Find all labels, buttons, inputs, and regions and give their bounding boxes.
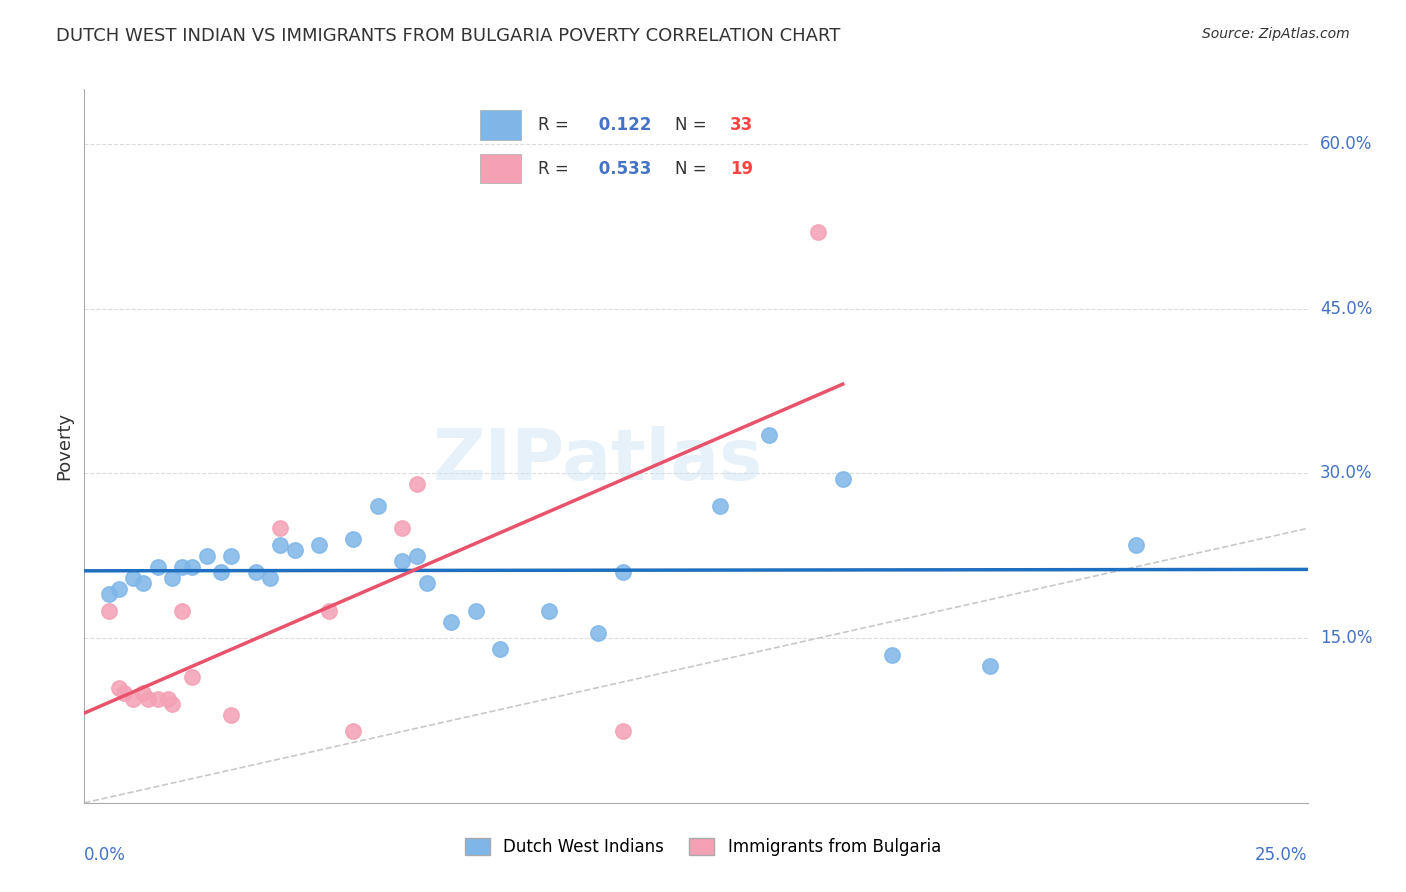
Point	[758, 428, 780, 442]
Point	[181, 669, 204, 683]
Point	[489, 642, 512, 657]
Point	[709, 500, 731, 514]
Point	[308, 538, 330, 552]
Point	[391, 521, 413, 535]
Text: 15.0%: 15.0%	[1320, 629, 1372, 647]
Point	[156, 691, 179, 706]
Point	[136, 691, 159, 706]
Point	[440, 615, 463, 629]
Text: 45.0%: 45.0%	[1320, 300, 1372, 318]
Point	[612, 566, 634, 580]
Point	[367, 500, 389, 514]
Point	[172, 559, 194, 574]
Point	[107, 681, 129, 695]
Point	[162, 697, 184, 711]
Point	[979, 658, 1001, 673]
Point	[269, 538, 291, 552]
Text: 25.0%: 25.0%	[1256, 846, 1308, 863]
Text: 0.0%: 0.0%	[84, 846, 127, 863]
Text: DUTCH WEST INDIAN VS IMMIGRANTS FROM BULGARIA POVERTY CORRELATION CHART: DUTCH WEST INDIAN VS IMMIGRANTS FROM BUL…	[56, 27, 841, 45]
Point	[112, 686, 135, 700]
Point	[318, 604, 340, 618]
Point	[807, 225, 830, 239]
Point	[132, 576, 155, 591]
Y-axis label: Poverty: Poverty	[55, 412, 73, 480]
Point	[406, 549, 429, 563]
Point	[122, 571, 145, 585]
Point	[162, 571, 184, 585]
Point	[181, 559, 204, 574]
Point	[831, 472, 853, 486]
Point	[219, 549, 242, 563]
Text: ZIPatlas: ZIPatlas	[433, 425, 763, 495]
Point	[107, 582, 129, 596]
Point	[259, 571, 281, 585]
Text: Source: ZipAtlas.com: Source: ZipAtlas.com	[1202, 27, 1350, 41]
Text: 30.0%: 30.0%	[1320, 465, 1372, 483]
Point	[132, 686, 155, 700]
Point	[342, 533, 364, 547]
Point	[538, 604, 561, 618]
Text: 60.0%: 60.0%	[1320, 135, 1372, 153]
Point	[209, 566, 232, 580]
Point	[416, 576, 439, 591]
Point	[406, 477, 429, 491]
Point	[269, 521, 291, 535]
Point	[146, 691, 169, 706]
Point	[464, 604, 486, 618]
Point	[391, 554, 413, 568]
Point	[586, 625, 609, 640]
Point	[219, 708, 242, 723]
Point	[97, 587, 120, 601]
Point	[146, 559, 169, 574]
Point	[342, 724, 364, 739]
Point	[1125, 538, 1147, 552]
Point	[245, 566, 267, 580]
Point	[612, 724, 634, 739]
Legend: Dutch West Indians, Immigrants from Bulgaria: Dutch West Indians, Immigrants from Bulg…	[456, 828, 950, 866]
Point	[172, 604, 194, 618]
Point	[284, 543, 307, 558]
Point	[195, 549, 218, 563]
Point	[880, 648, 903, 662]
Point	[122, 691, 145, 706]
Point	[97, 604, 120, 618]
